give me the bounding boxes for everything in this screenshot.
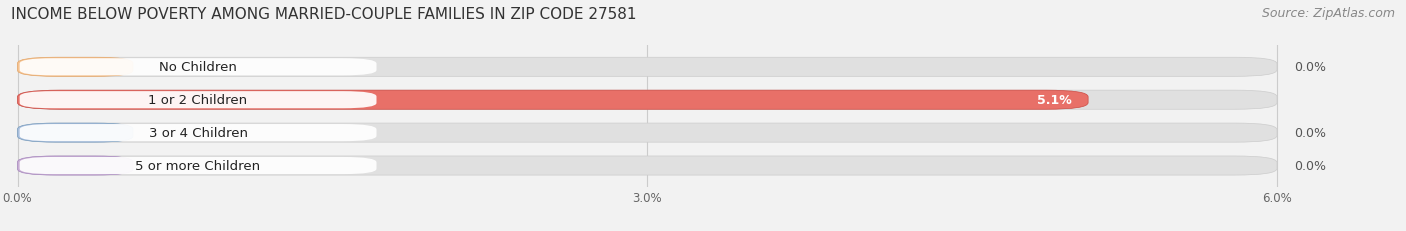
FancyBboxPatch shape <box>17 91 1277 110</box>
FancyBboxPatch shape <box>17 124 134 143</box>
FancyBboxPatch shape <box>17 156 1277 175</box>
Text: 1 or 2 Children: 1 or 2 Children <box>149 94 247 107</box>
Text: No Children: No Children <box>159 61 238 74</box>
Text: 5.1%: 5.1% <box>1036 94 1071 107</box>
FancyBboxPatch shape <box>17 156 134 175</box>
FancyBboxPatch shape <box>17 58 1277 77</box>
Text: 0.0%: 0.0% <box>1294 127 1326 140</box>
FancyBboxPatch shape <box>20 157 377 174</box>
Text: Source: ZipAtlas.com: Source: ZipAtlas.com <box>1261 7 1395 20</box>
FancyBboxPatch shape <box>20 59 377 76</box>
FancyBboxPatch shape <box>20 92 377 109</box>
Text: 3 or 4 Children: 3 or 4 Children <box>149 127 247 140</box>
Text: 0.0%: 0.0% <box>1294 61 1326 74</box>
FancyBboxPatch shape <box>17 91 1088 110</box>
FancyBboxPatch shape <box>17 124 1277 143</box>
Text: INCOME BELOW POVERTY AMONG MARRIED-COUPLE FAMILIES IN ZIP CODE 27581: INCOME BELOW POVERTY AMONG MARRIED-COUPL… <box>11 7 637 22</box>
FancyBboxPatch shape <box>17 58 134 77</box>
Text: 0.0%: 0.0% <box>1294 159 1326 172</box>
Text: 5 or more Children: 5 or more Children <box>135 159 260 172</box>
FancyBboxPatch shape <box>20 125 377 142</box>
